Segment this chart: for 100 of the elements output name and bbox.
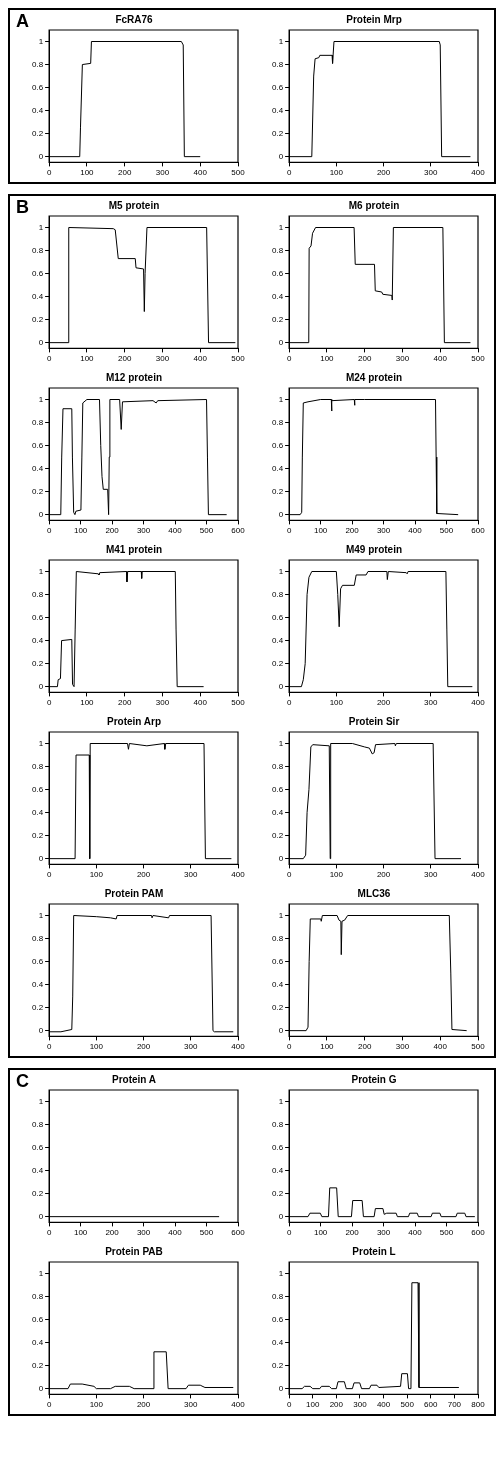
y-tick-label: 0.2 (272, 1188, 284, 1198)
y-tick-label: 0.8 (272, 761, 284, 771)
x-tick-label: 0 (286, 698, 292, 708)
y-tick-label: 1 (278, 566, 284, 576)
x-tick-label: 500 (439, 1228, 454, 1238)
x-tick-label: 200 (357, 1042, 372, 1052)
y-tick-label: 1 (38, 36, 44, 46)
y-tick-label: 0.2 (32, 658, 44, 668)
x-tick-label: 600 (471, 1228, 486, 1238)
x-tick-label: 400 (376, 1400, 391, 1410)
y-tick-label: 0.2 (272, 658, 284, 668)
y-tick-label: 0.6 (32, 956, 44, 966)
y-tick-label: 0.4 (32, 105, 44, 115)
x-tick-label: 300 (136, 526, 151, 536)
y-tick-label: 0.4 (32, 1165, 44, 1175)
chart-title: Protein G (351, 1073, 397, 1085)
y-tick-label: 0.4 (32, 979, 44, 989)
x-tick-label: 100 (80, 354, 95, 364)
y-tick-label: 0 (38, 681, 44, 691)
y-tick-label: 0 (38, 509, 44, 519)
x-tick-label: 600 (471, 526, 486, 536)
y-tick-label: 0.8 (272, 417, 284, 427)
y-tick-label: 0.6 (272, 82, 284, 92)
y-tick-label: 0.4 (272, 807, 284, 817)
y-tick-label: 0.6 (32, 82, 44, 92)
y-tick-label: 0 (278, 681, 284, 691)
y-tick-label: 0.4 (272, 979, 284, 989)
chart-title: M41 protein (105, 543, 163, 555)
y-tick-label: 1 (278, 1096, 284, 1106)
x-tick-label: 100 (73, 526, 88, 536)
x-tick-label: 0 (286, 1228, 292, 1238)
y-tick-label: 0.4 (32, 807, 44, 817)
y-tick-label: 0.8 (272, 933, 284, 943)
chart-title: MLC36 (357, 887, 391, 899)
x-tick-label: 100 (89, 1042, 104, 1052)
x-tick-label: 400 (231, 870, 246, 880)
x-tick-label: 600 (424, 1400, 438, 1410)
x-tick-label: 300 (395, 1042, 410, 1052)
y-tick-label: 0.8 (32, 1291, 44, 1301)
y-tick-label: 0.2 (32, 486, 44, 496)
x-tick-label: 400 (471, 698, 486, 708)
x-tick-label: 500 (471, 1042, 486, 1052)
y-tick-label: 0.4 (272, 291, 284, 301)
x-tick-label: 200 (136, 870, 151, 880)
x-tick-label: 200 (117, 168, 132, 178)
chart-title: FcRA76 (115, 13, 154, 25)
y-tick-label: 0.6 (32, 784, 44, 794)
x-tick-label: 300 (184, 870, 198, 880)
x-tick-label: 400 (193, 354, 208, 364)
x-tick-label: 200 (117, 698, 132, 708)
x-tick-label: 400 (471, 168, 486, 178)
x-tick-label: 500 (199, 526, 214, 536)
x-tick-label: 0 (46, 870, 52, 880)
y-tick-label: 0.6 (272, 1314, 284, 1324)
x-tick-label: 200 (376, 168, 391, 178)
y-tick-label: 0.8 (272, 59, 284, 69)
y-tick-label: 0.4 (272, 105, 284, 115)
x-tick-label: 100 (306, 1400, 320, 1410)
y-tick-label: 0.4 (272, 1337, 284, 1347)
y-tick-label: 1 (278, 1268, 284, 1278)
chart-title: M6 protein (348, 199, 400, 211)
y-tick-label: 0.6 (32, 440, 44, 450)
x-tick-label: 0 (46, 1228, 52, 1238)
x-tick-label: 300 (353, 1400, 368, 1410)
x-tick-label: 300 (155, 168, 170, 178)
x-tick-label: 200 (357, 354, 372, 364)
y-tick-label: 1 (38, 566, 44, 576)
chart-title: Protein Mrp (346, 13, 402, 25)
x-tick-label: 0 (286, 526, 292, 536)
x-tick-label: 100 (80, 698, 95, 708)
x-tick-label: 200 (105, 526, 120, 536)
y-tick-label: 1 (278, 738, 284, 748)
y-tick-label: 0 (38, 1383, 44, 1393)
x-tick-label: 200 (345, 526, 360, 536)
y-tick-label: 0.8 (32, 59, 44, 69)
x-tick-label: 400 (471, 870, 486, 880)
y-tick-label: 0.6 (32, 268, 44, 278)
y-tick-label: 0.4 (272, 463, 284, 473)
y-tick-label: 0.4 (32, 635, 44, 645)
text: A (16, 11, 29, 31)
y-tick-label: 0.4 (32, 1337, 44, 1347)
x-tick-label: 200 (117, 354, 132, 364)
x-tick-label: 200 (136, 1400, 151, 1410)
y-tick-label: 0 (278, 151, 284, 161)
x-tick-label: 100 (89, 870, 104, 880)
x-tick-label: 300 (395, 354, 410, 364)
x-tick-label: 0 (46, 354, 52, 364)
x-tick-label: 100 (329, 698, 344, 708)
chart-title: M24 protein (345, 371, 403, 383)
x-tick-label: 500 (471, 354, 486, 364)
y-tick-label: 1 (278, 36, 284, 46)
y-tick-label: 0.2 (272, 1002, 284, 1012)
y-tick-label: 1 (38, 910, 44, 920)
y-tick-label: 0.8 (272, 1291, 284, 1301)
y-tick-label: 0.2 (272, 128, 284, 138)
y-tick-label: 1 (38, 1268, 44, 1278)
x-tick-label: 400 (433, 1042, 448, 1052)
y-tick-label: 0.6 (272, 784, 284, 794)
y-tick-label: 0.6 (272, 268, 284, 278)
x-tick-label: 200 (329, 1400, 344, 1410)
